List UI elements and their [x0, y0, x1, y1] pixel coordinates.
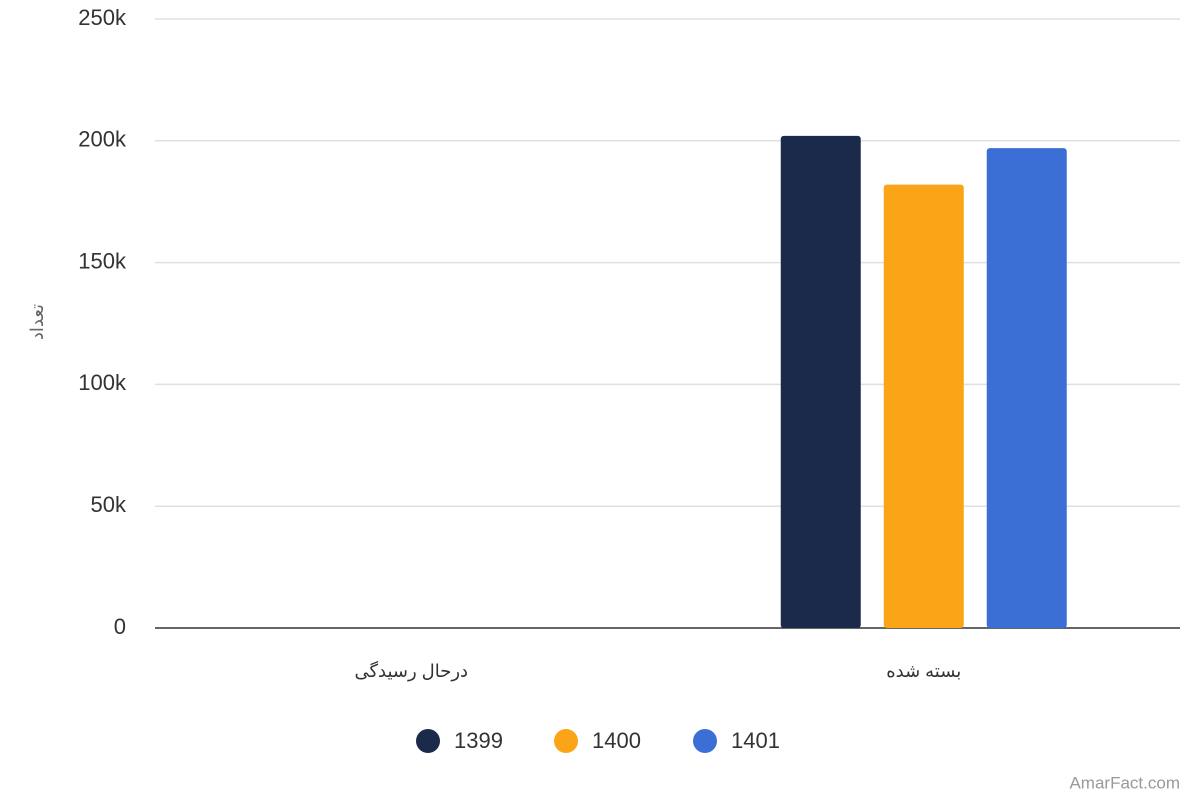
legend-marker — [554, 729, 578, 753]
y-axis-label: تعداد — [27, 304, 47, 340]
y-tick-label: 0 — [114, 614, 126, 639]
y-tick-label: 250k — [78, 5, 127, 30]
y-tick-label: 200k — [78, 127, 127, 152]
bar — [780, 135, 861, 629]
watermark: AmarFact.com — [1069, 773, 1180, 792]
y-tick-label: 50k — [91, 492, 127, 517]
legend-label: 1400 — [592, 728, 641, 753]
legend-label: 1399 — [454, 728, 503, 753]
y-tick-label: 150k — [78, 248, 127, 273]
legend-marker — [693, 729, 717, 753]
legend-label: 1401 — [731, 728, 780, 753]
legend-marker — [416, 729, 440, 753]
x-tick-label: درحال رسیدگی — [354, 660, 468, 681]
bar — [986, 148, 1067, 628]
x-tick-label: بسته شده — [886, 661, 961, 681]
bar — [883, 184, 964, 628]
y-tick-label: 100k — [78, 370, 127, 395]
